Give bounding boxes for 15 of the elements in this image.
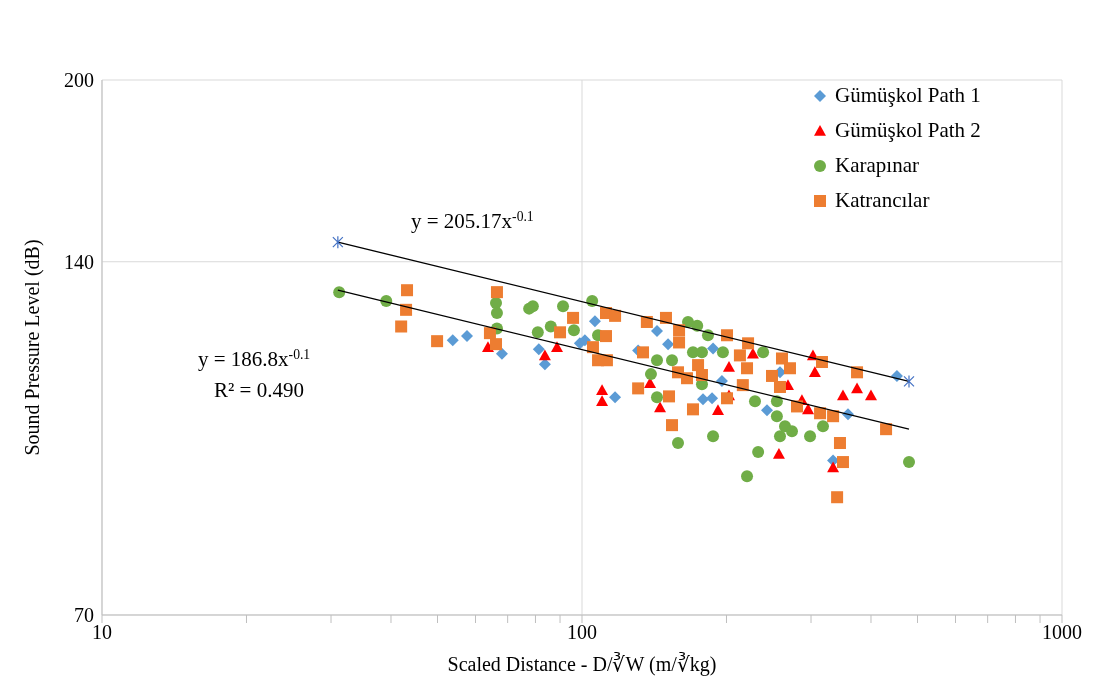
x-tick-label: 100 (567, 621, 597, 644)
legend-label: Karapınar (835, 153, 919, 178)
y-tick-label: 70 (74, 604, 94, 627)
y-axis-title: Sound Pressure Level (dB) (21, 239, 45, 456)
y-tick-label: 200 (64, 69, 94, 92)
annotation: R² = 0.490 (214, 378, 304, 402)
x-tick-label: 10 (92, 621, 112, 644)
y-tick-label: 140 (64, 250, 94, 273)
annotation: y = 186.8x$^{-0.1}$ (198, 346, 311, 371)
x-axis-title: Scaled Distance - D/∛W (m/∛kg) (447, 652, 717, 676)
legend-label: Katrancılar (835, 188, 930, 213)
x-tick-label: 1000 (1042, 621, 1082, 644)
annotation: y = 205.17x$^{-0.1}$ (411, 208, 534, 233)
legend-label: Gümüşkol Path 1 (835, 83, 981, 108)
legend-label: Gümüşkol Path 2 (835, 118, 981, 143)
